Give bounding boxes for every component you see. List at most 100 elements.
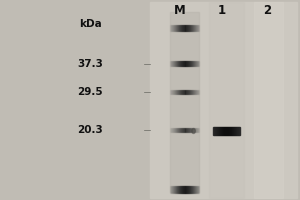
Bar: [181, 61, 182, 66]
Bar: [191, 61, 192, 66]
Bar: [182, 128, 183, 132]
Bar: [191, 186, 192, 192]
Bar: [192, 128, 193, 132]
Bar: [177, 61, 178, 66]
Bar: [172, 61, 173, 66]
Bar: [233, 127, 234, 135]
Bar: [185, 186, 186, 192]
Bar: [194, 128, 195, 132]
Text: 20.3: 20.3: [77, 125, 103, 135]
Bar: [188, 128, 189, 132]
Bar: [237, 127, 238, 135]
Bar: [189, 61, 190, 66]
Bar: [188, 186, 189, 192]
Bar: [190, 186, 191, 192]
Ellipse shape: [192, 129, 195, 134]
Bar: [182, 61, 183, 66]
Bar: [193, 61, 194, 66]
Bar: [196, 25, 197, 31]
Bar: [174, 25, 175, 31]
Bar: [182, 25, 183, 31]
Bar: [175, 128, 176, 132]
Bar: [193, 186, 194, 192]
Text: 1: 1: [218, 3, 226, 17]
Bar: [171, 61, 172, 66]
Bar: [186, 128, 187, 132]
Bar: [194, 61, 195, 66]
Bar: [191, 25, 192, 31]
Bar: [173, 128, 174, 132]
Bar: [182, 186, 183, 192]
Bar: [175, 186, 176, 192]
Bar: [171, 186, 172, 192]
Bar: [232, 127, 233, 135]
Bar: [179, 25, 180, 31]
Bar: [179, 61, 180, 66]
Text: 2: 2: [263, 3, 271, 17]
Bar: [183, 128, 184, 132]
Bar: [220, 127, 221, 135]
Bar: [192, 61, 193, 66]
Bar: [190, 128, 191, 132]
Bar: [180, 25, 181, 31]
Bar: [181, 128, 182, 132]
Bar: [192, 90, 193, 94]
Bar: [235, 127, 236, 135]
Bar: [189, 90, 190, 94]
Bar: [184, 128, 185, 132]
Bar: [170, 186, 171, 192]
Bar: [224, 127, 225, 135]
Bar: [214, 127, 215, 135]
Bar: [223, 127, 224, 135]
Bar: [183, 90, 184, 94]
Bar: [216, 127, 217, 135]
Bar: [171, 90, 172, 94]
Text: 29.5: 29.5: [77, 87, 103, 97]
Bar: [172, 186, 173, 192]
Bar: [183, 61, 184, 66]
Bar: [177, 90, 178, 94]
Bar: [178, 90, 179, 94]
Bar: [176, 128, 177, 132]
Bar: [150, 2, 297, 198]
Bar: [180, 128, 181, 132]
Bar: [197, 186, 198, 192]
Bar: [189, 25, 190, 31]
Bar: [231, 127, 232, 135]
Bar: [185, 128, 186, 132]
Bar: [170, 61, 171, 66]
Bar: [196, 128, 197, 132]
Bar: [195, 90, 196, 94]
Bar: [176, 90, 177, 94]
Bar: [234, 127, 235, 135]
Bar: [189, 186, 190, 192]
Bar: [179, 128, 180, 132]
Bar: [197, 25, 198, 31]
Bar: [175, 61, 176, 66]
Bar: [173, 90, 174, 94]
Bar: [177, 186, 178, 192]
Bar: [188, 61, 189, 66]
Bar: [227, 127, 228, 135]
Bar: [194, 25, 195, 31]
Bar: [229, 127, 230, 135]
Bar: [172, 90, 173, 94]
Bar: [236, 127, 237, 135]
Bar: [175, 90, 176, 94]
Bar: [197, 128, 198, 132]
Bar: [170, 90, 171, 94]
Bar: [198, 90, 199, 94]
Bar: [226, 127, 227, 135]
Bar: [196, 186, 197, 192]
Bar: [170, 128, 171, 132]
Bar: [195, 186, 196, 192]
Bar: [215, 127, 216, 135]
Bar: [178, 61, 179, 66]
Bar: [190, 25, 191, 31]
Bar: [180, 90, 181, 94]
Bar: [195, 25, 196, 31]
Bar: [179, 90, 180, 94]
Bar: [218, 127, 219, 135]
Bar: [197, 61, 198, 66]
Text: kDa: kDa: [79, 19, 101, 29]
